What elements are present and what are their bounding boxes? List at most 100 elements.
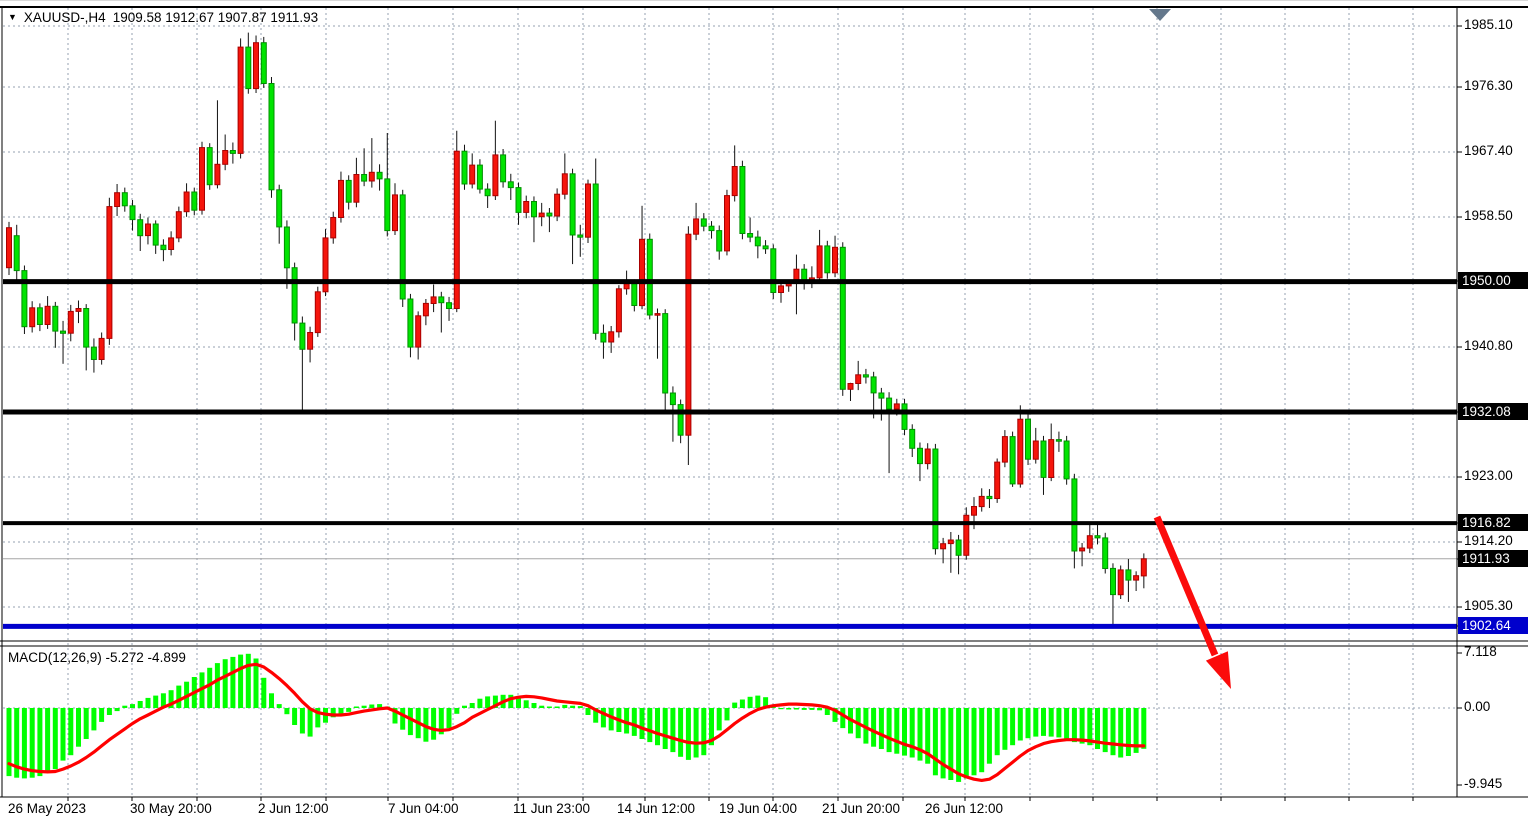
candle-bear: [36, 307, 43, 325]
time-axis-label: 26 Jun 12:00: [925, 801, 1004, 816]
candle-bull: [685, 233, 692, 436]
candle-bear: [206, 147, 213, 186]
candle-bear: [361, 174, 368, 182]
candle-bull: [994, 461, 1001, 500]
price-axis-label: 1911.93: [1458, 550, 1528, 567]
price-axis-label: 1985.10: [1464, 17, 1513, 32]
candle-bear: [569, 173, 576, 236]
candle-bear: [291, 267, 298, 324]
candle-bull: [168, 237, 175, 250]
candle-bull: [778, 285, 784, 293]
candle-bear: [245, 46, 252, 90]
candle-bull: [639, 238, 645, 307]
time-axis-label: 11 Jun 23:00: [513, 801, 591, 816]
price-axis-label: 1905.30: [1464, 598, 1513, 613]
candle-bull: [392, 194, 398, 232]
candle-bull: [585, 183, 591, 238]
down-trend-arrow[interactable]: [1153, 515, 1219, 657]
time-axis-label: 19 Jun 04:00: [719, 801, 798, 816]
candle-bear: [299, 322, 306, 350]
candle-bear: [160, 244, 167, 251]
macd-signal-line: [7, 662, 1146, 783]
candle-bull: [330, 217, 337, 239]
candle-bull: [75, 308, 82, 312]
candle-bull: [253, 42, 259, 90]
candle-bull: [971, 506, 977, 516]
candle-bear: [886, 397, 893, 410]
candle-bear: [90, 346, 97, 361]
candle-bull: [1032, 440, 1039, 460]
candle-bear: [878, 392, 885, 399]
candle-bear: [129, 205, 136, 221]
symbol-header: ▼ XAUUSD-,H4 1909.58 1912.67 1907.87 191…: [8, 10, 318, 25]
candle-bull: [1086, 535, 1093, 549]
candle-bull: [175, 211, 182, 239]
symbol-name: XAUUSD-,H4: [23, 10, 106, 25]
candle-bull: [422, 302, 429, 317]
candle-bull: [199, 147, 205, 211]
candle-bull: [338, 179, 344, 218]
candle-bear: [955, 539, 962, 556]
candle-bear: [1110, 567, 1116, 596]
symbol-dropdown-icon[interactable]: ▼: [8, 11, 17, 22]
candle-bull: [314, 291, 321, 334]
candle-bull: [322, 237, 329, 293]
candle-bear: [754, 236, 761, 247]
time-axis-label: 30 May 20:00: [130, 801, 212, 816]
price-axis-label: 1976.30: [1464, 78, 1513, 93]
price-axis-label: 1958.50: [1464, 208, 1513, 223]
candle-bear: [577, 234, 584, 238]
candle-bull: [492, 154, 499, 197]
candle-bull: [1133, 575, 1140, 581]
candle-bear: [1063, 440, 1070, 480]
price-axis-label: 1923.00: [1464, 468, 1513, 483]
candle-bull: [731, 166, 738, 197]
candle-bear: [762, 245, 769, 250]
candle-bear: [191, 191, 198, 211]
candle-bear: [677, 404, 684, 436]
candle-bull: [145, 223, 151, 237]
candle-bull: [222, 150, 229, 165]
candle-bull: [538, 212, 545, 218]
candles-layer: [6, 32, 1147, 626]
candle-bull: [1117, 569, 1124, 596]
price-axis-label: 1916.82: [1458, 514, 1528, 531]
candle-bear: [399, 194, 406, 300]
candle-bear: [268, 83, 275, 191]
candle-bear: [1125, 569, 1132, 581]
candle-bull: [98, 337, 105, 360]
candle-bear: [438, 296, 445, 304]
candle-bull: [67, 310, 74, 334]
macd-axis-label: 7.118: [1464, 644, 1497, 659]
candle-bear: [484, 188, 491, 197]
candle-bull: [430, 296, 437, 304]
candle-bear: [1071, 478, 1078, 552]
candle-bear: [1094, 535, 1101, 539]
candle-bull: [693, 218, 700, 235]
candle-bull: [832, 246, 838, 274]
candle-bull: [106, 206, 113, 339]
price-axis-label: 1967.40: [1464, 143, 1513, 158]
candle-bull: [114, 192, 121, 207]
candle-bull: [453, 150, 460, 309]
candle-bear: [60, 330, 66, 334]
candle-bull: [368, 171, 375, 182]
candle-bull: [469, 164, 476, 185]
chart-shift-marker-icon[interactable]: [1149, 9, 1171, 21]
down-trend-arrowhead[interactable]: [1205, 651, 1231, 689]
price-axis-label: 1902.64: [1458, 617, 1528, 634]
candle-bull: [1079, 547, 1086, 552]
time-axis-label: 21 Jun 20:00: [822, 801, 901, 816]
candle-bear: [901, 403, 908, 430]
candle-bear: [21, 270, 28, 328]
candle-bull: [237, 46, 244, 154]
candle-bull: [523, 201, 530, 213]
candle-bull: [924, 448, 931, 465]
candle-bear: [669, 392, 676, 406]
candle-bear: [1040, 440, 1047, 478]
candle-bear: [986, 495, 993, 500]
candle-bear: [260, 42, 267, 84]
price-axis-label: 1914.20: [1464, 533, 1513, 548]
